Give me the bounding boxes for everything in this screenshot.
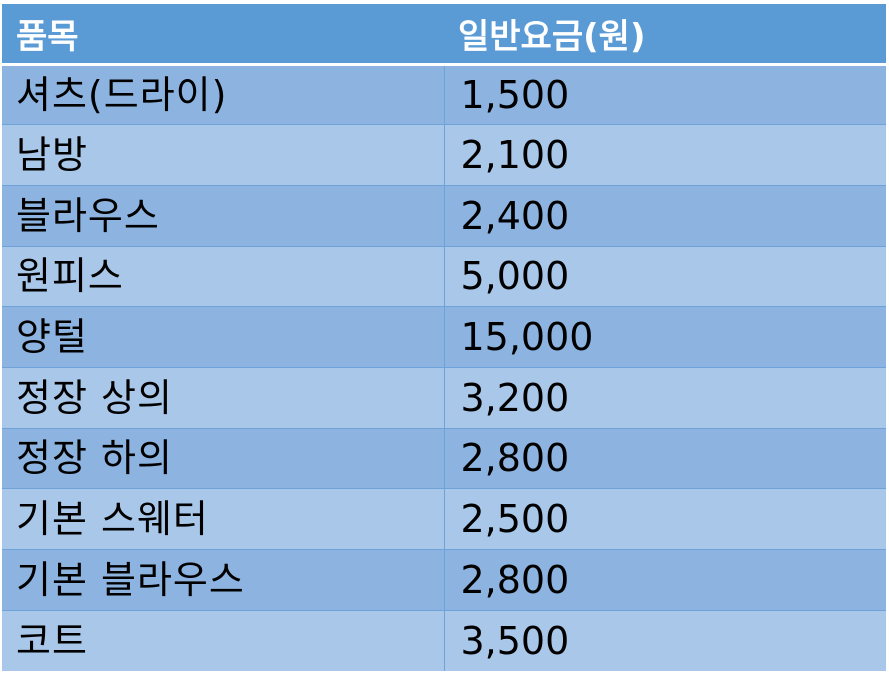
price-cell: 15,000: [443, 306, 886, 368]
item-cell: 남방: [2, 124, 444, 186]
price-table-container: 품목 일반요금(원) 셔츠(드라이) 1,500 남방 2,100 블라우스 2…: [2, 4, 886, 674]
table-row: 남방 2,100: [2, 124, 886, 186]
header-row: 품목 일반요금(원): [2, 4, 886, 66]
item-cell: 블라우스: [2, 184, 444, 247]
header-price: 일반요금(원): [444, 4, 886, 66]
price-cell: 3,200: [443, 366, 886, 429]
table-row: 원피스 5,000: [2, 245, 886, 307]
price-cell: 1,500: [443, 63, 886, 125]
table-row: 정장 하의 2,800: [2, 427, 886, 489]
table-row: 정장 상의 3,200: [2, 366, 886, 429]
price-cell: 2,500: [443, 488, 886, 550]
item-cell: 정장 하의: [2, 427, 444, 489]
header-item: 품목: [2, 4, 444, 66]
item-cell: 코트: [2, 609, 444, 671]
table-header: 품목 일반요금(원): [2, 4, 886, 66]
table-row: 양털 15,000: [2, 306, 886, 368]
price-table: 품목 일반요금(원) 셔츠(드라이) 1,500 남방 2,100 블라우스 2…: [2, 4, 886, 671]
item-cell: 셔츠(드라이): [2, 63, 444, 125]
table-row: 기본 블라우스 2,800: [2, 549, 886, 611]
item-cell: 정장 상의: [2, 366, 444, 429]
table-row: 기본 스웨터 2,500: [2, 488, 886, 550]
table-row: 셔츠(드라이) 1,500: [2, 63, 886, 125]
item-cell: 기본 블라우스: [2, 549, 444, 611]
table-body: 셔츠(드라이) 1,500 남방 2,100 블라우스 2,400 원피스 5,…: [2, 63, 886, 671]
item-cell: 원피스: [2, 245, 444, 307]
price-cell: 3,500: [443, 609, 886, 671]
price-cell: 2,100: [443, 124, 886, 186]
table-row: 코트 3,500: [2, 609, 886, 671]
price-cell: 5,000: [443, 245, 886, 307]
item-cell: 양털: [2, 306, 444, 368]
item-cell: 기본 스웨터: [2, 488, 444, 550]
price-cell: 2,400: [443, 184, 886, 247]
table-row: 블라우스 2,400: [2, 184, 886, 247]
price-cell: 2,800: [443, 549, 886, 611]
price-cell: 2,800: [443, 427, 886, 489]
